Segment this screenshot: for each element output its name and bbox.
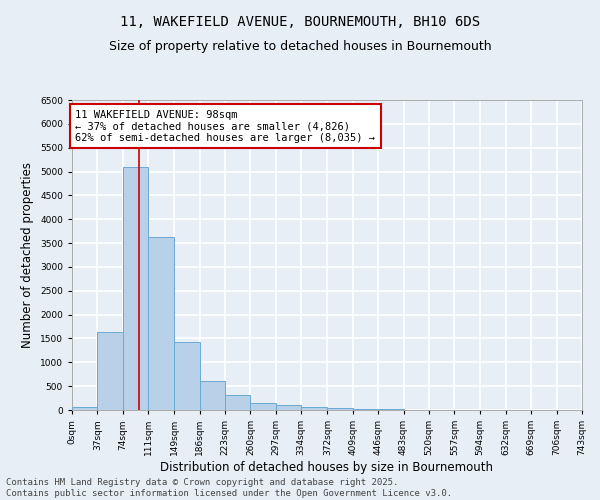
Text: 11, WAKEFIELD AVENUE, BOURNEMOUTH, BH10 6DS: 11, WAKEFIELD AVENUE, BOURNEMOUTH, BH10 …: [120, 15, 480, 29]
Bar: [301, 406, 326, 410]
Text: Size of property relative to detached houses in Bournemouth: Size of property relative to detached ho…: [109, 40, 491, 53]
Bar: [353, 409, 378, 410]
Bar: [72, 407, 97, 410]
Bar: [225, 395, 250, 410]
Y-axis label: Number of detached properties: Number of detached properties: [22, 162, 34, 348]
Bar: [148, 238, 173, 410]
Text: Contains HM Land Registry data © Crown copyright and database right 2025.
Contai: Contains HM Land Registry data © Crown c…: [6, 478, 452, 498]
Bar: [123, 167, 148, 410]
Bar: [276, 405, 301, 410]
Bar: [97, 332, 123, 410]
X-axis label: Distribution of detached houses by size in Bournemouth: Distribution of detached houses by size …: [161, 461, 493, 474]
Text: 11 WAKEFIELD AVENUE: 98sqm
← 37% of detached houses are smaller (4,826)
62% of s: 11 WAKEFIELD AVENUE: 98sqm ← 37% of deta…: [76, 110, 376, 142]
Bar: [174, 342, 200, 410]
Bar: [200, 382, 225, 410]
Bar: [328, 408, 353, 410]
Bar: [250, 402, 276, 410]
